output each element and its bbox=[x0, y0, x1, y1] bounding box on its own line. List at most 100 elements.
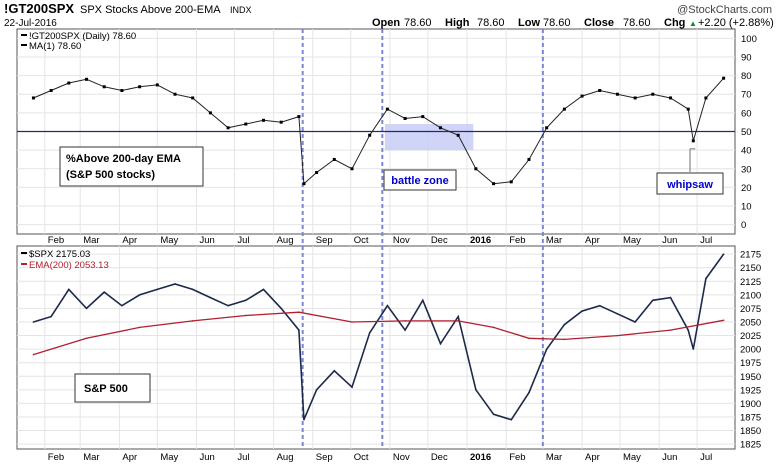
gt200-point bbox=[474, 167, 478, 171]
gt200-point bbox=[120, 89, 124, 92]
x-tick-bottom-9: Nov bbox=[393, 452, 410, 463]
gt200-point bbox=[580, 94, 584, 98]
ema-point bbox=[85, 337, 88, 340]
annotation-whipsaw: whipsaw bbox=[656, 172, 724, 195]
top-legend: !GT200SPX (Daily) 78.60 MA(1) 78.60 bbox=[20, 31, 136, 52]
gt200-point bbox=[438, 126, 442, 130]
gt200-point bbox=[49, 89, 53, 92]
spx-point bbox=[404, 329, 406, 331]
gt200-point bbox=[669, 96, 673, 100]
symbol-exchange: INDX bbox=[230, 5, 252, 15]
gt200-point bbox=[633, 96, 637, 100]
gt200-point bbox=[279, 120, 283, 124]
spx-point bbox=[457, 315, 459, 318]
gt200-point bbox=[102, 85, 106, 89]
spx-point bbox=[244, 299, 247, 302]
gt200-point bbox=[651, 92, 655, 96]
gt200-point bbox=[155, 83, 159, 87]
gt200-point bbox=[332, 157, 336, 161]
y-tick-bottom-1: 1850 bbox=[740, 426, 761, 437]
ema-point bbox=[32, 353, 35, 356]
gt200-point bbox=[492, 182, 496, 186]
x-tick-top-6: Aug bbox=[277, 235, 294, 246]
ohlc-label-0: Open bbox=[372, 17, 400, 29]
gt200-point bbox=[173, 92, 177, 96]
gt200-point bbox=[598, 89, 602, 92]
bottom-panel-frame bbox=[16, 245, 736, 450]
x-tick-bottom-10: Dec bbox=[431, 452, 448, 463]
spx-point bbox=[616, 313, 619, 315]
gt200-point bbox=[704, 96, 708, 100]
spx-point bbox=[510, 418, 513, 421]
y-tick-bottom-14: 2175 bbox=[740, 250, 761, 261]
x-tick-top-4: Jun bbox=[200, 235, 215, 246]
x-tick-top-12: Feb bbox=[509, 235, 525, 246]
y-tick-top-7: 70 bbox=[741, 90, 752, 101]
gt200-point bbox=[350, 167, 354, 171]
x-tick-top-0: Feb bbox=[48, 235, 64, 246]
spx-point bbox=[722, 253, 725, 255]
x-tick-bottom-1: Mar bbox=[83, 452, 99, 463]
y-tick-bottom-10: 2075 bbox=[740, 304, 761, 315]
gt200-point bbox=[226, 126, 230, 130]
y-tick-bottom-5: 1950 bbox=[740, 372, 761, 383]
ema-point bbox=[298, 311, 300, 314]
y-tick-top-2: 20 bbox=[741, 183, 752, 194]
spx-point bbox=[652, 299, 654, 302]
annotation-main-line1: %Above 200-day EMA bbox=[66, 153, 181, 165]
spx-point bbox=[333, 370, 336, 372]
x-tick-bottom-3: May bbox=[160, 452, 178, 463]
y-tick-bottom-2: 1875 bbox=[740, 412, 761, 423]
spx-point bbox=[687, 329, 690, 331]
x-tick-bottom-14: Apr bbox=[585, 452, 600, 463]
ema-point bbox=[191, 320, 194, 322]
x-tick-top-14: Apr bbox=[585, 235, 600, 246]
x-tick-top-7: Sep bbox=[316, 235, 333, 246]
whipsaw-label: whipsaw bbox=[666, 179, 713, 191]
annotation-main-top: %Above 200-day EMA (S&P 500 stocks) bbox=[59, 146, 204, 187]
gt200-point bbox=[85, 77, 89, 81]
legend-swatch-ema bbox=[21, 263, 27, 265]
y-tick-bottom-4: 1925 bbox=[740, 385, 761, 396]
gt200-point bbox=[615, 92, 619, 96]
gt200-point bbox=[545, 126, 549, 130]
gt200-point bbox=[403, 116, 407, 120]
x-tick-top-1: Mar bbox=[83, 235, 99, 246]
gt200-point bbox=[67, 81, 71, 85]
ohlc-row: Open 78.60 High 78.60 Low 78.60 Close 78.60 Chg ▲… bbox=[372, 17, 774, 29]
gt200-point bbox=[421, 115, 425, 119]
spx-point bbox=[421, 299, 424, 302]
x-tick-top-15: May bbox=[623, 235, 641, 246]
gt200-point bbox=[562, 107, 566, 111]
gt200-point bbox=[261, 118, 265, 122]
legend-swatch-spx bbox=[21, 252, 27, 254]
x-tick-top-16: Jun bbox=[662, 235, 677, 246]
x-tick-top-11: 2016 bbox=[470, 235, 491, 246]
legend-swatch-1 bbox=[21, 34, 27, 36]
spx-point bbox=[692, 348, 695, 350]
chg-arrow-icon: ▲ bbox=[689, 19, 697, 28]
x-tick-top-10: Dec bbox=[431, 235, 448, 246]
gt200-point bbox=[527, 157, 531, 161]
ohlc-label-3: Close bbox=[584, 17, 614, 29]
gt200-point bbox=[509, 180, 513, 184]
spx-point bbox=[634, 321, 636, 323]
ohlc-value-2: 78.60 bbox=[543, 17, 571, 29]
spx-point bbox=[50, 315, 52, 318]
ema-point bbox=[404, 320, 406, 322]
gt200-point bbox=[297, 115, 301, 119]
y-tick-top-3: 30 bbox=[741, 164, 752, 175]
spx-point bbox=[191, 288, 194, 291]
x-tick-top-9: Nov bbox=[393, 235, 410, 246]
spx-point bbox=[368, 332, 371, 334]
axis-labels: Feb Feb Mar Mar Apr Apr May May Jun Jun Jul Jul Aug A… bbox=[48, 34, 761, 463]
x-tick-bottom-6: Aug bbox=[277, 452, 294, 463]
annotation-battle-zone: battle zone bbox=[383, 169, 457, 191]
ema-point bbox=[244, 314, 247, 317]
ohlc-value-3: 78.60 bbox=[623, 17, 651, 29]
gt200-point bbox=[31, 96, 35, 100]
spx-point bbox=[315, 389, 318, 391]
y-tick-top-9: 90 bbox=[741, 52, 752, 63]
spx-point bbox=[32, 321, 35, 323]
spx-point bbox=[492, 413, 495, 416]
